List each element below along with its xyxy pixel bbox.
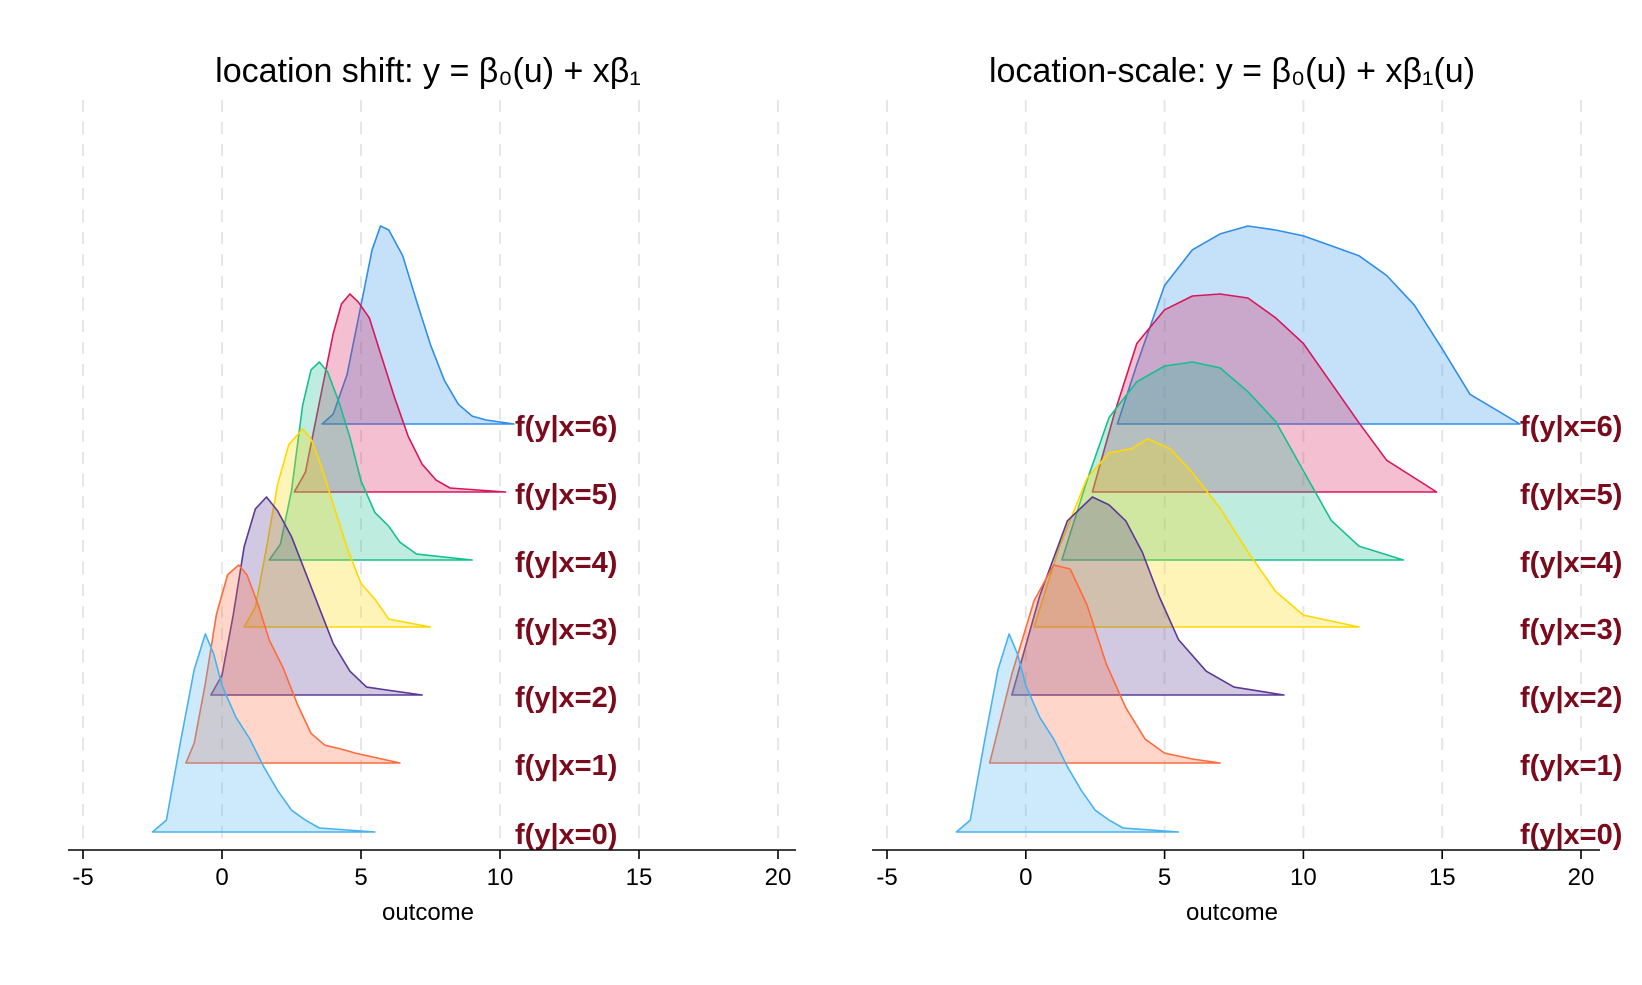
density-area — [210, 496, 423, 696]
density-area — [1116, 225, 1521, 425]
x-axis-label: outcome — [1186, 899, 1278, 926]
ridge-areas — [151, 225, 515, 833]
x-axis: -5 0 5 10 15 20 — [68, 849, 796, 891]
series-label: f(y|x=4) — [515, 547, 617, 579]
series-label: f(y|x=0) — [515, 819, 617, 851]
density-area — [185, 564, 401, 764]
density-area — [1091, 293, 1438, 493]
density-area — [988, 564, 1221, 764]
x-tick-label: 20 — [765, 864, 792, 891]
series-label: f(y|x=0) — [1520, 819, 1622, 851]
ridge-areas — [955, 225, 1521, 833]
series-label: f(y|x=2) — [515, 682, 617, 714]
x-tick-label: 10 — [487, 864, 514, 891]
series-label: f(y|x=6) — [1520, 411, 1622, 443]
density-area — [151, 633, 376, 833]
series-label: f(y|x=2) — [1520, 682, 1622, 714]
series-label: f(y|x=5) — [1520, 479, 1622, 511]
density-area — [293, 293, 507, 493]
series-label: f(y|x=6) — [515, 411, 617, 443]
density-area — [321, 225, 515, 425]
x-axis: -5 0 5 10 15 20 — [872, 849, 1600, 891]
x-tick-label: 15 — [1429, 864, 1456, 891]
series-label: f(y|x=3) — [1520, 614, 1622, 646]
x-tick-label: 15 — [626, 864, 653, 891]
density-area — [1061, 361, 1405, 561]
panel-title: location-scale: y = β₀(u) + xβ₁(u) — [989, 52, 1475, 90]
series-label: f(y|x=5) — [515, 479, 617, 511]
series-label: f(y|x=1) — [515, 750, 617, 782]
panel-location-shift: location shift: y = β₀(u) + xβ₁ f(y|x=0)… — [68, 52, 796, 926]
x-tick-label: -5 — [72, 864, 93, 891]
density-area — [1033, 438, 1360, 628]
density-area — [1011, 496, 1285, 696]
x-tick-label: 20 — [1568, 864, 1595, 891]
x-tick-label: 10 — [1290, 864, 1317, 891]
gridlines — [886, 100, 1582, 848]
x-tick-label: 0 — [1019, 864, 1032, 891]
series-label: f(y|x=1) — [1520, 750, 1622, 782]
series-label: f(y|x=3) — [515, 614, 617, 646]
series-label: f(y|x=4) — [1520, 547, 1622, 579]
series-labels: f(y|x=0) f(y|x=1) f(y|x=2) f(y|x=3) f(y|x=4)… — [1520, 411, 1622, 851]
x-tick-label: 0 — [215, 864, 228, 891]
x-tick-label: -5 — [876, 864, 897, 891]
x-tick-label: 5 — [354, 864, 367, 891]
panel-location-scale: location-scale: y = β₀(u) + xβ₁(u) f(y|x… — [872, 52, 1622, 926]
x-axis-label: outcome — [382, 899, 474, 926]
panel-title: location shift: y = β₀(u) + xβ₁ — [215, 52, 641, 90]
gridlines — [82, 100, 779, 848]
density-area — [955, 633, 1180, 833]
density-area — [243, 428, 432, 628]
density-area — [268, 361, 473, 561]
series-labels: f(y|x=0) f(y|x=1) f(y|x=2) f(y|x=3) f(y|x=4)… — [515, 411, 617, 851]
x-tick-label: 5 — [1158, 864, 1171, 891]
